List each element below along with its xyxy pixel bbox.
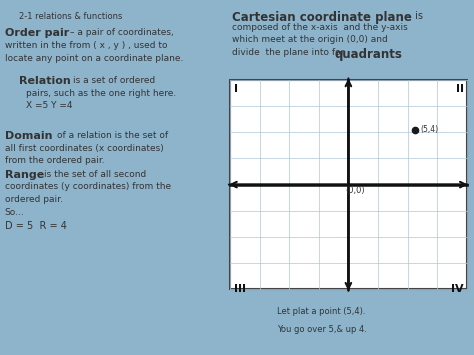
Text: of a relation is the set of: of a relation is the set of (57, 131, 168, 140)
Text: Relation: Relation (19, 76, 71, 86)
Text: Cartesian coordinate plane: Cartesian coordinate plane (232, 11, 412, 24)
Bar (230, 80, 467, 289)
Text: D = 5  R = 4: D = 5 R = 4 (5, 221, 67, 231)
Text: ordered pair.: ordered pair. (5, 195, 63, 203)
Text: Range: Range (5, 170, 44, 180)
Text: Domain: Domain (5, 131, 52, 141)
Text: quadrants: quadrants (334, 48, 402, 61)
Text: is a set of ordered: is a set of ordered (73, 76, 156, 85)
Text: 2-1 relations & functions: 2-1 relations & functions (19, 12, 122, 21)
Text: pairs, such as the one right here.: pairs, such as the one right here. (26, 89, 176, 98)
Text: Let plat a point (5,4).: Let plat a point (5,4). (277, 307, 366, 316)
Text: which meet at the origin (0,0) and: which meet at the origin (0,0) and (232, 36, 388, 44)
Text: You go over 5,& up 4.: You go over 5,& up 4. (277, 325, 367, 334)
Text: IV: IV (451, 284, 464, 294)
Text: locate any point on a coordinate plane.: locate any point on a coordinate plane. (5, 54, 183, 63)
Text: all first coordinates (x coordinates): all first coordinates (x coordinates) (5, 144, 164, 153)
Text: from the ordered pair.: from the ordered pair. (5, 156, 104, 165)
Text: divide  the plane into for: divide the plane into for (232, 48, 347, 57)
Text: II: II (456, 84, 464, 94)
Text: written in the from ( x , y ) , used to: written in the from ( x , y ) , used to (5, 41, 167, 50)
Text: coordinates (y coordinates) from the: coordinates (y coordinates) from the (5, 182, 171, 191)
Text: So...: So... (5, 208, 25, 217)
Text: I: I (234, 84, 237, 94)
Text: is: is (412, 11, 423, 21)
Text: composed of the x-axis  and the y-axis: composed of the x-axis and the y-axis (232, 23, 408, 32)
Text: (0,0): (0,0) (345, 186, 365, 196)
Text: is the set of all second: is the set of all second (44, 170, 146, 179)
Text: Order pair: Order pair (5, 28, 69, 38)
Text: X =5 Y =4: X =5 Y =4 (26, 101, 73, 110)
Text: III: III (234, 284, 246, 294)
Text: – a pair of coordinates,: – a pair of coordinates, (70, 28, 174, 37)
Text: (5,4): (5,4) (420, 125, 438, 134)
